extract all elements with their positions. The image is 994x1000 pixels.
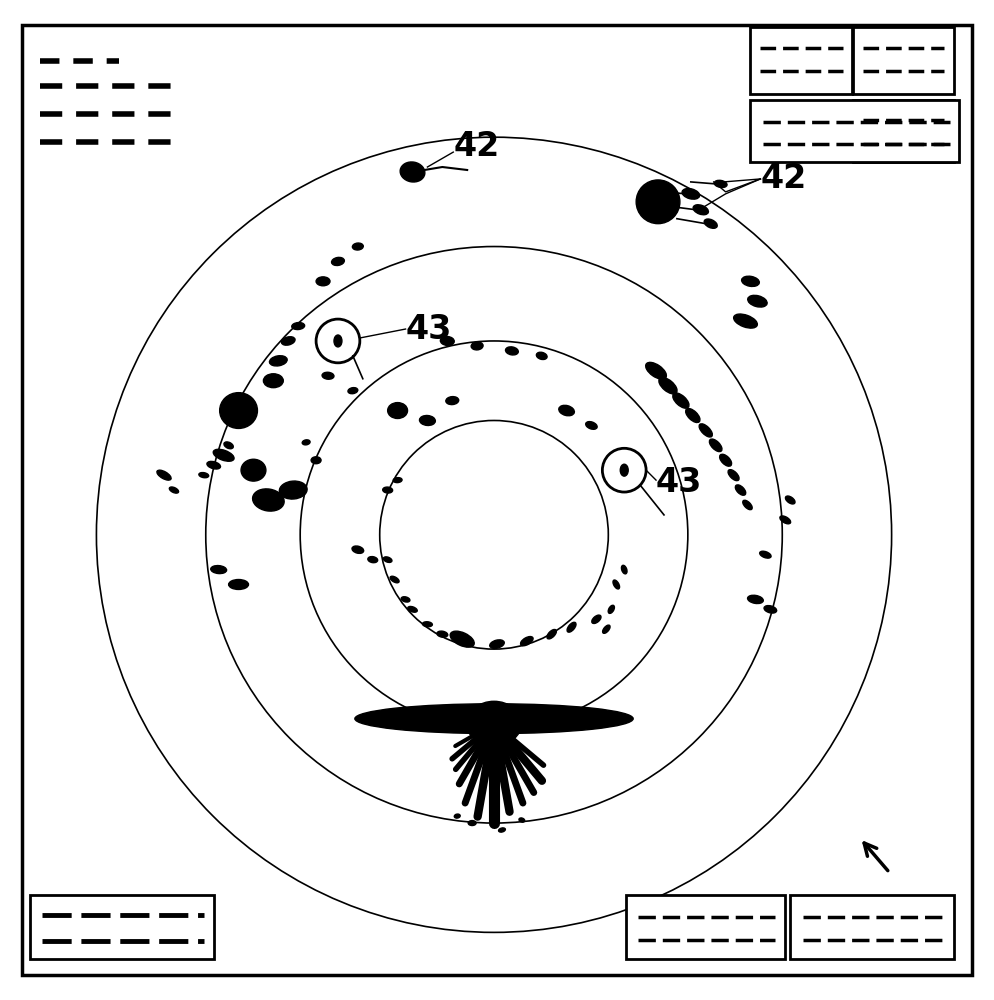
Ellipse shape bbox=[440, 336, 454, 345]
Ellipse shape bbox=[279, 481, 307, 499]
Ellipse shape bbox=[446, 397, 458, 405]
Ellipse shape bbox=[646, 362, 666, 379]
Ellipse shape bbox=[352, 546, 364, 553]
Ellipse shape bbox=[292, 323, 304, 330]
Ellipse shape bbox=[353, 243, 363, 250]
Ellipse shape bbox=[585, 422, 597, 429]
Ellipse shape bbox=[419, 415, 435, 425]
Text: 42: 42 bbox=[453, 130, 500, 163]
Ellipse shape bbox=[157, 470, 171, 480]
Ellipse shape bbox=[736, 485, 746, 495]
Ellipse shape bbox=[759, 551, 771, 558]
Text: 43: 43 bbox=[406, 313, 452, 346]
Ellipse shape bbox=[322, 372, 334, 379]
Ellipse shape bbox=[384, 557, 392, 562]
Ellipse shape bbox=[704, 219, 718, 228]
Ellipse shape bbox=[764, 606, 776, 613]
Ellipse shape bbox=[281, 337, 295, 345]
Ellipse shape bbox=[269, 356, 287, 366]
Ellipse shape bbox=[402, 597, 410, 602]
Bar bbox=[750, 100, 959, 162]
Ellipse shape bbox=[747, 595, 763, 604]
Ellipse shape bbox=[224, 442, 234, 449]
Ellipse shape bbox=[263, 374, 283, 388]
Ellipse shape bbox=[506, 347, 518, 355]
Ellipse shape bbox=[591, 615, 601, 623]
Ellipse shape bbox=[559, 405, 575, 416]
Ellipse shape bbox=[547, 629, 557, 639]
Ellipse shape bbox=[673, 393, 689, 408]
Ellipse shape bbox=[720, 454, 732, 466]
Ellipse shape bbox=[715, 180, 727, 188]
Ellipse shape bbox=[568, 622, 576, 632]
Ellipse shape bbox=[316, 277, 330, 286]
Bar bbox=[626, 895, 785, 959]
Ellipse shape bbox=[747, 295, 767, 307]
Ellipse shape bbox=[383, 487, 393, 493]
Ellipse shape bbox=[229, 580, 248, 589]
Ellipse shape bbox=[355, 704, 633, 734]
Ellipse shape bbox=[348, 388, 358, 394]
Ellipse shape bbox=[334, 335, 342, 347]
Ellipse shape bbox=[437, 631, 447, 637]
Ellipse shape bbox=[199, 473, 209, 478]
Ellipse shape bbox=[241, 459, 266, 481]
Ellipse shape bbox=[468, 821, 476, 826]
Ellipse shape bbox=[620, 464, 628, 476]
Text: 43: 43 bbox=[656, 466, 703, 499]
Text: 42: 42 bbox=[760, 162, 807, 195]
Ellipse shape bbox=[613, 580, 619, 589]
Ellipse shape bbox=[422, 622, 432, 627]
Ellipse shape bbox=[686, 409, 700, 423]
Ellipse shape bbox=[332, 257, 344, 266]
Bar bbox=[30, 895, 214, 959]
Ellipse shape bbox=[388, 403, 408, 418]
Ellipse shape bbox=[693, 205, 709, 215]
Ellipse shape bbox=[211, 566, 227, 574]
Ellipse shape bbox=[699, 424, 713, 437]
Bar bbox=[750, 27, 852, 94]
Ellipse shape bbox=[311, 457, 321, 464]
Ellipse shape bbox=[471, 342, 483, 350]
Ellipse shape bbox=[220, 393, 257, 428]
Ellipse shape bbox=[602, 625, 610, 633]
Ellipse shape bbox=[621, 565, 627, 574]
Ellipse shape bbox=[734, 314, 757, 328]
Ellipse shape bbox=[390, 576, 400, 583]
Ellipse shape bbox=[207, 461, 221, 469]
Ellipse shape bbox=[499, 828, 505, 832]
Bar bbox=[853, 100, 954, 162]
Bar bbox=[790, 895, 954, 959]
Ellipse shape bbox=[659, 378, 677, 394]
Ellipse shape bbox=[467, 701, 522, 746]
Ellipse shape bbox=[490, 640, 504, 648]
Ellipse shape bbox=[302, 440, 310, 445]
Ellipse shape bbox=[743, 500, 752, 510]
Ellipse shape bbox=[252, 489, 284, 511]
Ellipse shape bbox=[537, 352, 547, 360]
Circle shape bbox=[636, 180, 680, 224]
Ellipse shape bbox=[368, 557, 378, 563]
Ellipse shape bbox=[682, 189, 700, 199]
Ellipse shape bbox=[454, 814, 460, 818]
Ellipse shape bbox=[519, 818, 525, 822]
Ellipse shape bbox=[608, 605, 614, 613]
Ellipse shape bbox=[521, 637, 533, 646]
Ellipse shape bbox=[780, 516, 790, 524]
Ellipse shape bbox=[742, 276, 759, 286]
Ellipse shape bbox=[401, 162, 424, 182]
Ellipse shape bbox=[710, 439, 722, 452]
Bar bbox=[853, 27, 954, 94]
Ellipse shape bbox=[169, 487, 179, 493]
Ellipse shape bbox=[785, 496, 795, 504]
Ellipse shape bbox=[214, 449, 234, 461]
Ellipse shape bbox=[728, 470, 740, 481]
Ellipse shape bbox=[394, 478, 402, 483]
Ellipse shape bbox=[450, 631, 474, 647]
Ellipse shape bbox=[408, 606, 417, 612]
